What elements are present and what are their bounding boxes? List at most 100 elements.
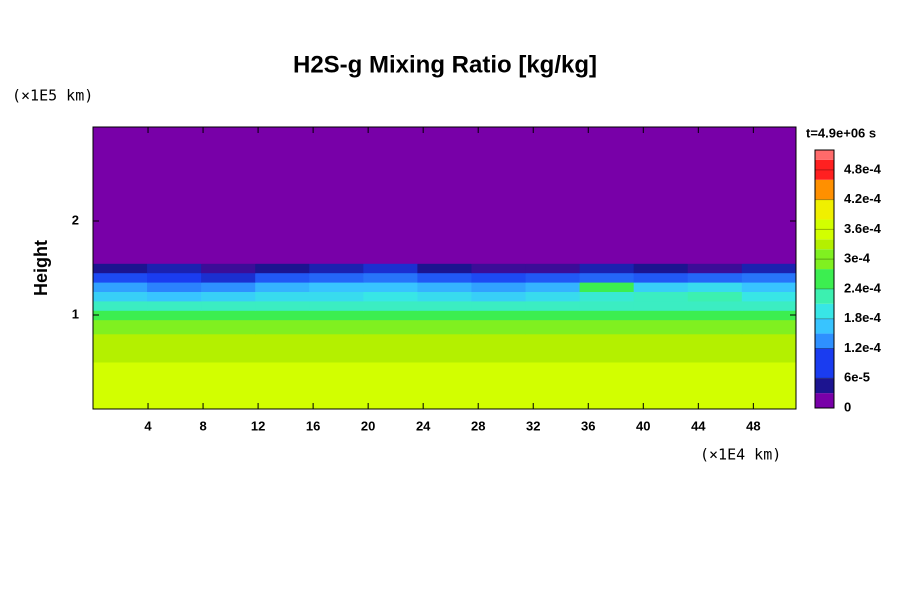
heat-cell xyxy=(255,300,310,311)
heat-cell xyxy=(147,263,202,274)
colorbar-tick-label: 3.6e-4 xyxy=(844,221,882,236)
heat-cell xyxy=(363,272,418,283)
heat-cell xyxy=(417,282,472,292)
heat-cell xyxy=(255,282,310,292)
heat-cell xyxy=(741,300,797,311)
heat-cell xyxy=(579,333,635,363)
heat-cell xyxy=(417,319,472,335)
heat-cell xyxy=(363,333,418,363)
heat-cell xyxy=(525,362,581,410)
heat-cell xyxy=(147,310,202,321)
heat-cell xyxy=(255,263,310,274)
heat-cell xyxy=(579,282,635,292)
heat-cell xyxy=(147,300,202,311)
heat-cell xyxy=(525,127,581,264)
colorbar-tick-label: 4.8e-4 xyxy=(844,161,882,176)
heat-cell xyxy=(633,362,689,410)
heat-cell xyxy=(255,272,310,283)
x-tick-label: 20 xyxy=(361,418,375,433)
heat-cell xyxy=(471,362,527,410)
colorbar-band xyxy=(815,333,834,349)
heat-cell xyxy=(687,291,743,302)
x-tick-label: 40 xyxy=(636,418,650,433)
heat-cell xyxy=(525,272,581,283)
y-axis-label: Height xyxy=(31,240,51,296)
heat-cell xyxy=(633,127,689,264)
x-tick-label: 4 xyxy=(144,418,152,433)
x-unit: (×1E4 km) xyxy=(700,446,781,464)
heat-cell xyxy=(201,319,256,335)
heat-cell xyxy=(579,272,635,283)
x-tick-label: 24 xyxy=(416,418,431,433)
heat-cell xyxy=(147,282,202,292)
heat-cell xyxy=(579,319,635,335)
heat-cell xyxy=(633,319,689,335)
heat-cell xyxy=(417,333,472,363)
heat-cell xyxy=(741,127,797,264)
colorbar-tick-label: 2.4e-4 xyxy=(844,280,882,295)
heat-cell xyxy=(417,291,472,302)
colorbar-band xyxy=(815,269,834,289)
heat-cell xyxy=(687,319,743,335)
heat-cell xyxy=(363,127,418,264)
heat-cell xyxy=(417,310,472,321)
colorbar-tick-label: 1.2e-4 xyxy=(844,340,882,355)
heat-cell xyxy=(471,282,527,292)
heat-cell xyxy=(309,333,364,363)
heat-cell xyxy=(201,272,256,283)
x-tick-label: 16 xyxy=(306,418,320,433)
heat-cell xyxy=(471,333,527,363)
colorbar-band xyxy=(815,378,834,394)
colorbar-band xyxy=(815,199,834,220)
colorbar-tick-label: 6e-5 xyxy=(844,370,870,385)
heat-cell xyxy=(147,291,202,302)
heat-cell xyxy=(741,282,797,292)
heat-cell xyxy=(93,333,148,363)
heat-cell xyxy=(309,300,364,311)
colorbar-band xyxy=(815,348,834,379)
heat-cell xyxy=(579,291,635,302)
heat-cell xyxy=(255,319,310,335)
heat-cell xyxy=(309,282,364,292)
heat-cell xyxy=(309,310,364,321)
heat-cell xyxy=(147,333,202,363)
heat-cell xyxy=(363,319,418,335)
heat-cell xyxy=(201,291,256,302)
heat-cell xyxy=(93,127,148,264)
heat-cell xyxy=(363,291,418,302)
heat-cell xyxy=(633,333,689,363)
heat-cell xyxy=(417,272,472,283)
heat-cell xyxy=(471,263,527,274)
chart-title: H2S-g Mixing Ratio [kg/kg] xyxy=(293,51,597,78)
heat-cell xyxy=(201,127,256,264)
y-unit: (×1E5 km) xyxy=(12,87,93,105)
heat-cell xyxy=(687,127,743,264)
colorbar-band xyxy=(815,219,834,240)
heat-cell xyxy=(633,282,689,292)
heat-cell xyxy=(309,319,364,335)
heat-cell xyxy=(147,127,202,264)
heat-cell xyxy=(687,310,743,321)
x-tick-label: 36 xyxy=(581,418,595,433)
heat-cell xyxy=(417,263,472,274)
heat-cell xyxy=(147,319,202,335)
heat-cell xyxy=(687,333,743,363)
x-tick-label: 32 xyxy=(526,418,540,433)
colorbar-band xyxy=(815,393,834,408)
colorbar-band xyxy=(815,159,834,180)
colorbar-band xyxy=(815,150,834,160)
heat-cell xyxy=(471,310,527,321)
heat-cell xyxy=(579,310,635,321)
heat-cell xyxy=(741,310,797,321)
heat-cell xyxy=(363,263,418,274)
x-tick-label: 8 xyxy=(199,418,206,433)
heat-cell xyxy=(201,310,256,321)
heat-cell xyxy=(687,272,743,283)
colorbar-band xyxy=(815,239,834,250)
y-tick-label: 1 xyxy=(72,306,79,321)
heat-cell xyxy=(93,362,148,410)
heat-cell xyxy=(471,272,527,283)
heat-cell xyxy=(525,282,581,292)
heat-cell xyxy=(525,310,581,321)
